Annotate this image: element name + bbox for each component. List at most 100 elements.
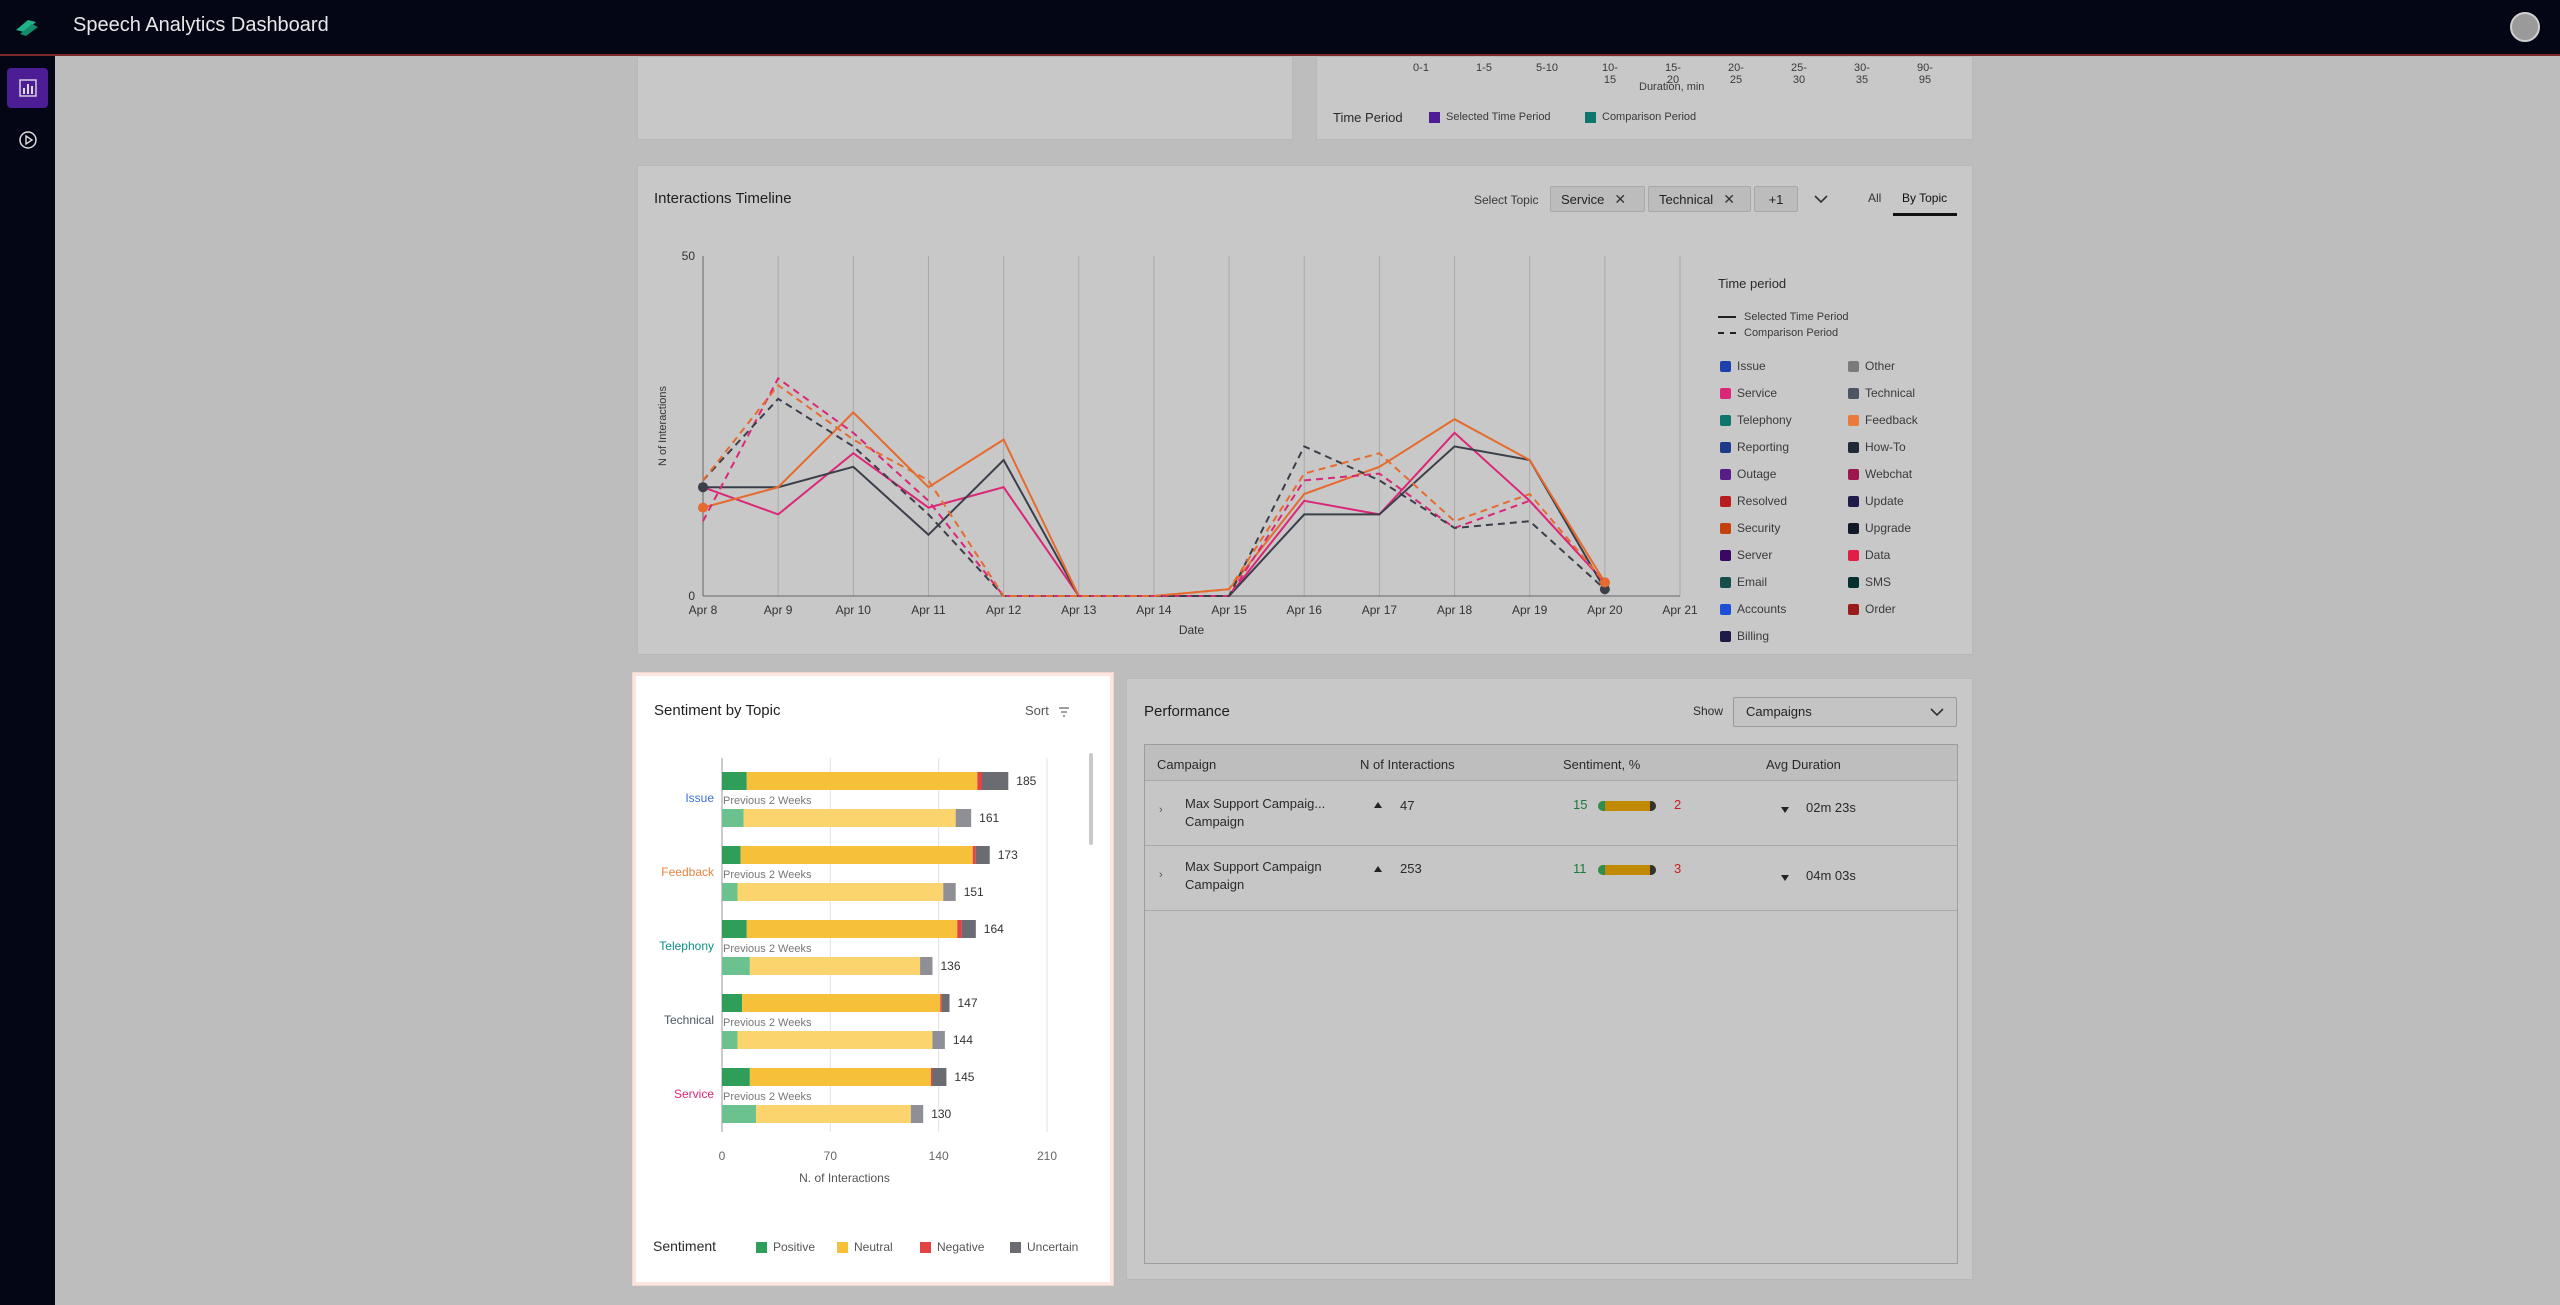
scrollbar[interactable] [1089,753,1093,845]
legend-label: Accounts [1737,602,1787,616]
legend-label: Email [1737,575,1768,589]
close-icon[interactable]: ✕ [1723,190,1735,207]
data-point[interactable] [698,482,708,493]
legend-item-server[interactable]: Server [1720,548,1772,562]
topic-dropdown-toggle[interactable] [1800,186,1842,212]
topic-chip-service[interactable]: Service ✕ [1550,186,1645,212]
topic-chip-more[interactable]: +1 [1754,186,1798,212]
expand-chevron-icon[interactable]: › [1159,804,1163,816]
legend-label: Negative [937,1240,985,1254]
bar-segment-previous-uncertain[interactable] [932,1031,945,1049]
close-icon[interactable]: ✕ [1614,190,1627,207]
table-row[interactable]: › Max Support Campaign Campaign 253 11 3… [1145,847,1957,911]
bar-segment-positive[interactable] [722,772,747,790]
legend-item-reporting[interactable]: Reporting [1720,440,1789,454]
x-tick-label: Apr 8 [689,603,718,617]
legend-swatch [1848,523,1859,535]
nav-analytics-button[interactable] [7,68,48,108]
legend-item-other[interactable]: Other [1848,359,1895,373]
bar-segment-previous-neutral[interactable] [749,957,921,975]
sort-button[interactable]: Sort [1025,703,1070,718]
legend-item-upgrade[interactable]: Upgrade [1848,521,1911,535]
bar-segment-negative[interactable] [940,994,942,1012]
bar-segment-previous-uncertain[interactable] [943,883,956,901]
topic-chip-technical[interactable]: Technical ✕ [1648,186,1751,212]
bar-segment-neutral[interactable] [746,920,958,938]
legend-item-data[interactable]: Data [1848,548,1890,562]
bar-segment-previous-neutral[interactable] [737,883,944,901]
legend-comparison-period: Comparison Period [1718,327,1838,339]
bar-segment-previous-neutral[interactable] [756,1105,911,1123]
bar-segment-neutral[interactable] [749,1068,931,1086]
col-sentiment[interactable]: Sentiment, % [1563,757,1641,772]
bar-segment-previous-positive[interactable] [722,1031,738,1049]
bar-segment-uncertain[interactable] [941,994,950,1012]
legend-item-uncertain[interactable]: Uncertain [1010,1240,1078,1254]
bar-segment-previous-uncertain[interactable] [910,1105,924,1123]
bar-segment-negative[interactable] [930,1068,933,1086]
legend-swatch [1848,388,1859,400]
x-axis-label: Date [1179,623,1205,637]
legend-label: Issue [1737,359,1766,373]
bar-segment-previous-neutral[interactable] [737,1031,933,1049]
tab-all[interactable]: All [1868,191,1882,205]
bar-segment-previous-positive[interactable] [722,883,738,901]
tab-by-topic[interactable]: By Topic [1902,191,1948,205]
legend-item-neutral[interactable]: Neutral [837,1240,893,1254]
bar-segment-previous-positive[interactable] [722,957,750,975]
interactions-count: 47 [1400,798,1415,813]
legend-item-issue[interactable]: Issue [1720,359,1766,373]
bar-segment-uncertain[interactable] [932,1068,947,1086]
bar-segment-neutral[interactable] [746,772,978,790]
nav-playback-button[interactable] [7,120,48,160]
legend-item-telephony[interactable]: Telephony [1720,413,1792,427]
bar-segment-positive[interactable] [722,994,743,1012]
timeline-chart: Apr 8 Apr 9 Apr 10 Apr 11 Apr 12 Apr 13 Apr 14… [657,249,1697,637]
bar-segment-negative[interactable] [972,846,976,864]
bar-segment-uncertain[interactable] [982,772,1009,790]
legend-item-service[interactable]: Service [1720,386,1777,400]
bar-segment-neutral[interactable] [742,994,941,1012]
chevron-down-icon [1930,708,1944,717]
legend-item-feedback[interactable]: Feedback [1848,413,1918,427]
avatar[interactable] [2510,12,2540,42]
bar-segment-neutral[interactable] [740,846,973,864]
legend-item-resolved[interactable]: Resolved [1720,494,1787,508]
bar-segment-previous-positive[interactable] [722,1105,757,1123]
bar-segment-negative[interactable] [977,772,982,790]
bar-segment-positive[interactable] [722,920,747,938]
bar-segment-previous-uncertain[interactable] [920,957,933,975]
col-campaign[interactable]: Campaign [1157,757,1217,772]
legend-item-outage[interactable]: Outage [1720,467,1776,481]
bar-segment-previous-positive[interactable] [722,809,744,827]
legend-item-order[interactable]: Order [1848,602,1896,616]
show-dropdown[interactable]: Campaigns [1733,697,1957,727]
legend-item-how-to[interactable]: How-To [1848,440,1906,454]
legend-item-accounts[interactable]: Accounts [1720,602,1786,616]
legend-item-email[interactable]: Email [1720,575,1767,589]
data-point[interactable] [1599,577,1610,588]
bar-segment-uncertain[interactable] [961,920,976,938]
bar-total-label: 136 [940,959,960,973]
legend-item-webchat[interactable]: Webchat [1848,467,1912,481]
series-line-technical-comparison[interactable] [702,397,1606,597]
bar-segment-uncertain[interactable] [975,846,990,864]
data-point[interactable] [698,502,708,513]
bar-segment-negative[interactable] [957,920,962,938]
legend-item-security[interactable]: Security [1720,521,1780,535]
sentiment-legend-title: Sentiment [653,1238,717,1254]
bar-segment-positive[interactable] [722,846,741,864]
expand-chevron-icon[interactable]: › [1159,869,1163,881]
table-row[interactable]: › Max Support Campaig... Campaign 47 15 … [1145,782,1957,846]
bar-segment-positive[interactable] [722,1068,750,1086]
legend-item-sms[interactable]: SMS [1848,575,1891,589]
col-interactions[interactable]: N of Interactions [1360,757,1455,772]
legend-item-billing[interactable]: Billing [1720,629,1769,643]
legend-item-positive[interactable]: Positive [756,1240,815,1254]
bar-segment-previous-neutral[interactable] [743,809,956,827]
legend-item-negative[interactable]: Negative [920,1240,984,1254]
bar-segment-previous-uncertain[interactable] [955,809,972,827]
legend-item-technical[interactable]: Technical [1848,386,1915,400]
col-avg-duration[interactable]: Avg Duration [1766,757,1841,772]
legend-item-update[interactable]: Update [1848,494,1904,508]
